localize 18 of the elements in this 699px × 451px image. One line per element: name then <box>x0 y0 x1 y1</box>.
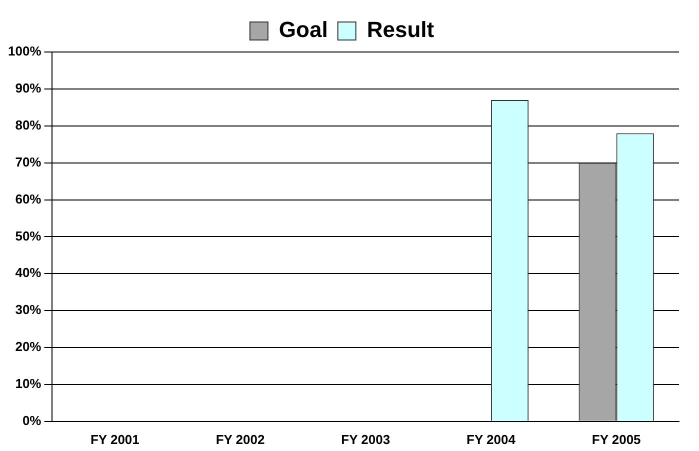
x-tick-label: FY 2004 <box>466 432 516 447</box>
y-tick-label: 10% <box>15 376 42 392</box>
x-tick-label: FY 2003 <box>341 432 390 447</box>
y-tick-label: 80% <box>15 117 42 132</box>
legend-label: Result <box>366 17 435 42</box>
x-tick-label: FY 2001 <box>90 432 140 447</box>
y-tick-label: 50% <box>15 228 42 244</box>
y-tick-label: 30% <box>15 302 42 318</box>
legend-label: Goal <box>278 17 328 42</box>
y-tick-label: 20% <box>15 339 42 354</box>
y-tick-label: 100% <box>8 44 42 59</box>
y-tick-label: 0% <box>22 412 42 428</box>
y-tick-label: 60% <box>15 191 42 206</box>
x-tick-label: FY 2005 <box>592 432 641 447</box>
y-tick-label: 90% <box>15 80 42 96</box>
x-tick-label: FY 2002 <box>216 432 265 447</box>
y-tick-label: 40% <box>15 265 42 280</box>
y-tick-label: 70% <box>15 154 42 170</box>
